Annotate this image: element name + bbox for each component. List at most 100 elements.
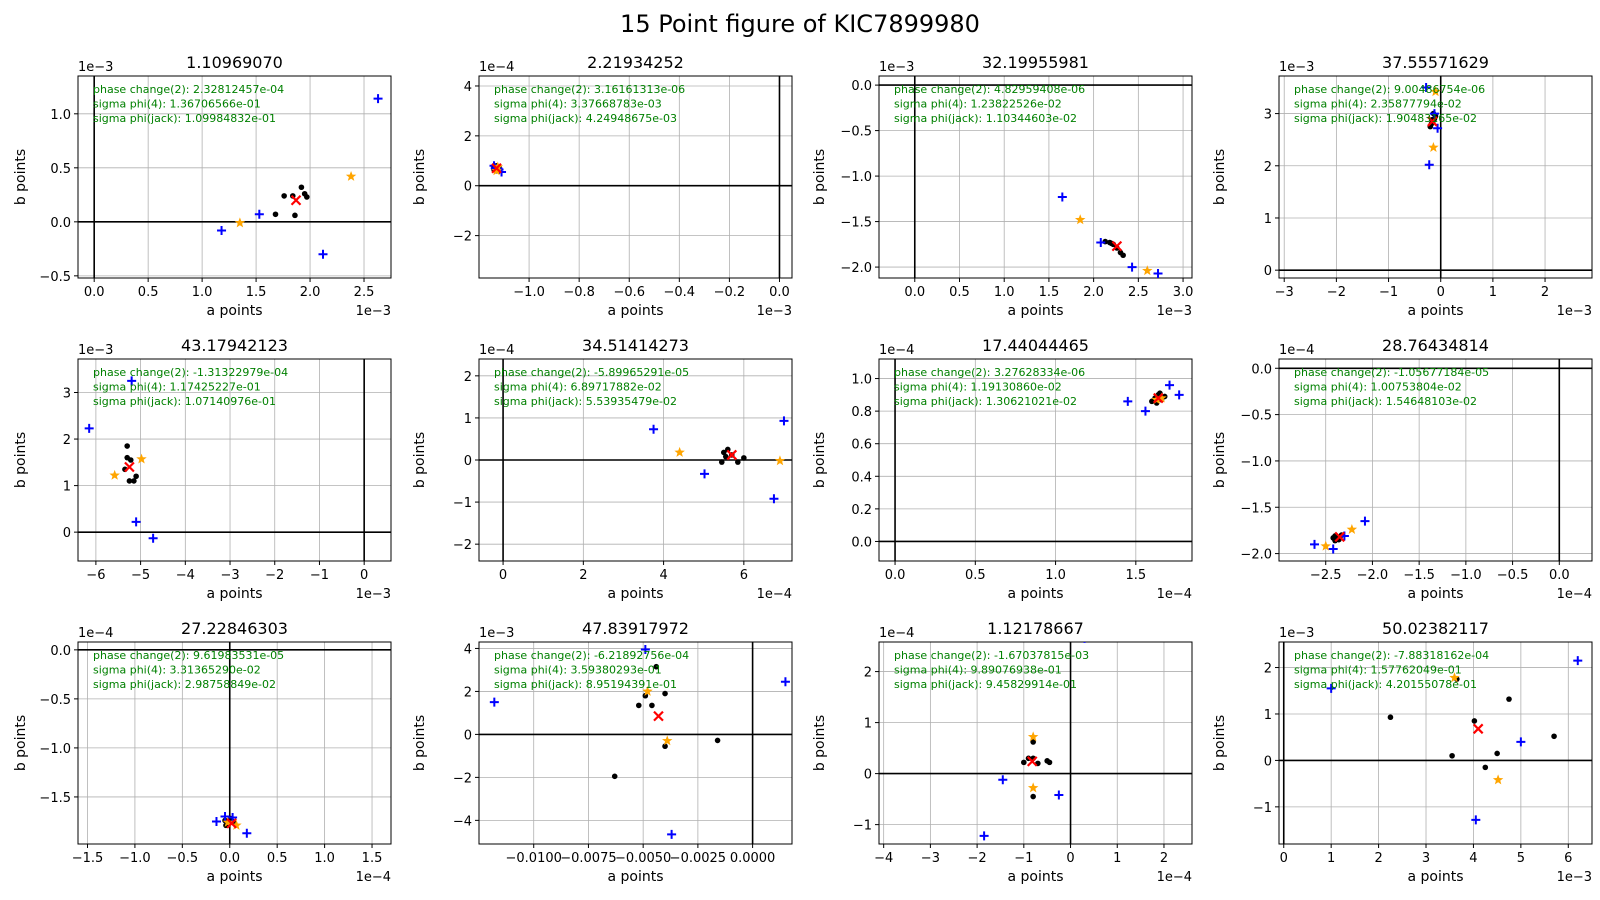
x-axis-label: a points xyxy=(206,586,262,602)
annotation-line-3: sigma phi(jack): 1.07140976e-01 xyxy=(93,395,276,408)
x-tick-label: 0.0000 xyxy=(730,851,776,866)
x-exponent: 1e−4 xyxy=(757,587,792,602)
x-tick-label: 1.0 xyxy=(1045,568,1066,583)
data-point-plus xyxy=(318,249,328,259)
data-point-plus xyxy=(1573,656,1583,666)
annotation-line-3: sigma phi(jack): 1.30621021e-02 xyxy=(894,395,1077,408)
x-tick-label: 2.5 xyxy=(1128,285,1149,300)
x-axis-label: a points xyxy=(607,303,663,319)
y-axis-label: b points xyxy=(1212,715,1228,771)
data-point-star xyxy=(231,819,242,830)
data-point-dot xyxy=(1030,793,1036,800)
x-exponent: 1e−3 xyxy=(757,304,792,319)
annotation-line-2: sigma phi(4): 1.57762049e-01 xyxy=(1294,664,1462,677)
data-point-plus xyxy=(640,645,650,655)
mean-point-cross xyxy=(1427,116,1438,127)
y-axis-label: b points xyxy=(1212,149,1228,205)
x-tick-label: −1.0 xyxy=(119,851,151,866)
x-tick-label: −3 xyxy=(1275,285,1294,300)
x-tick-label: −0.0025 xyxy=(670,851,726,866)
data-point-plus xyxy=(979,831,989,841)
annotation-line-1: phase change(2): 9.61983531e-05 xyxy=(93,649,284,662)
x-exponent: 1e−3 xyxy=(1557,304,1592,319)
y-tick-label: −1.5 xyxy=(39,791,71,806)
y-tick-label: 1 xyxy=(1264,708,1272,723)
data-point-plus xyxy=(148,533,158,543)
y-exponent: 1e−4 xyxy=(1279,343,1314,358)
y-tick-label: −1.5 xyxy=(1240,501,1272,516)
data-point-plus xyxy=(220,812,230,822)
data-point-dot xyxy=(718,459,725,465)
annotation-line-3: sigma phi(jack): 1.90483165e-02 xyxy=(1294,112,1477,125)
data-point-plus xyxy=(1127,262,1137,272)
data-point-plus xyxy=(1054,790,1064,800)
x-tick-label: 1 xyxy=(1113,851,1121,866)
y-tick-label: 2 xyxy=(1264,662,1272,677)
y-axis-label: b points xyxy=(812,432,828,488)
x-tick-label: 1.5 xyxy=(246,285,267,300)
subplot-title: 50.02382117 xyxy=(1382,619,1489,638)
x-axis-label: a points xyxy=(206,869,262,885)
data-point-dot xyxy=(1387,714,1394,721)
y-tick-label: −0.5 xyxy=(840,125,872,140)
axes-frame xyxy=(77,358,392,562)
x-tick-label: 0.0 xyxy=(885,568,906,583)
x-tick-label: −3 xyxy=(220,568,239,583)
data-point-plus xyxy=(1310,539,1319,549)
x-axis-label: a points xyxy=(1007,303,1063,319)
y-tick-label: −1 xyxy=(853,819,872,834)
data-point-plus xyxy=(211,816,221,826)
y-axis-label: b points xyxy=(412,432,428,488)
y-tick-label: 0 xyxy=(464,728,472,743)
data-point-star xyxy=(642,685,653,696)
data-point-star xyxy=(1428,142,1439,152)
subplot-title: 32.19955981 xyxy=(982,53,1089,72)
y-tick-label: −2 xyxy=(453,230,472,245)
mean-point-cross xyxy=(653,710,664,722)
data-point-dot xyxy=(741,455,747,461)
x-axis-label: a points xyxy=(1007,869,1063,885)
x-tick-label: 0.0 xyxy=(1549,568,1570,583)
x-axis-label: a points xyxy=(607,869,663,885)
data-point-plus xyxy=(217,225,227,235)
annotation-line-1: phase change(2): 4.82959408e-06 xyxy=(894,83,1085,96)
y-tick-label: −2.0 xyxy=(1240,548,1272,563)
x-axis-label: a points xyxy=(607,586,663,602)
subplot-1: 0.0 0.5 1.0 1.5 2.0 2.5 −0.5 0.0 0.5 1.0 1e−3 1e−3 1… xyxy=(13,53,392,319)
y-tick-label: −1 xyxy=(1253,801,1272,816)
data-point-star xyxy=(1492,774,1504,785)
x-tick-label: 0.0 xyxy=(769,285,790,300)
data-point-plus xyxy=(1096,238,1106,248)
data-point-plus xyxy=(998,775,1008,785)
subplot-title: 2.21934252 xyxy=(587,53,684,72)
y-exponent: 1e−4 xyxy=(879,626,914,641)
subplot-2: −1.0 −0.8 −0.6 −0.4 −0.2 0.0 −2 0 2 4 1e−4 1e−3 2.21… xyxy=(412,53,793,319)
y-axis-label: b points xyxy=(13,715,29,771)
subplot-title: 28.76434814 xyxy=(1382,336,1489,355)
annotation-line-1: phase change(2): 3.16161313e-06 xyxy=(494,83,685,96)
x-tick-label: 4 xyxy=(1469,851,1477,866)
subplot-title: 27.22846303 xyxy=(181,619,288,638)
y-tick-label: 0 xyxy=(1264,754,1272,769)
data-point-plus xyxy=(1326,683,1336,693)
y-tick-label: 1 xyxy=(864,717,872,732)
x-exponent: 1e−4 xyxy=(356,870,391,885)
data-point-plus xyxy=(1153,268,1163,278)
y-tick-label: 1 xyxy=(63,480,71,495)
annotation-line-1: phase change(2): -1.05677184e-05 xyxy=(1294,366,1489,379)
x-tick-label: 1.0 xyxy=(994,285,1015,300)
data-point-plus xyxy=(1165,380,1175,390)
data-point-plus xyxy=(1429,109,1439,119)
y-tick-label: 0 xyxy=(464,454,472,469)
data-point-plus xyxy=(1516,737,1526,747)
plot-area xyxy=(1123,380,1184,416)
mean-point-cross xyxy=(1334,531,1346,543)
data-point-plus xyxy=(779,416,789,426)
data-point-dot xyxy=(1506,696,1512,702)
data-point-dot xyxy=(1021,759,1027,766)
axes-frame xyxy=(878,75,1193,279)
annotation-line-1: phase change(2): -7.88318162e-04 xyxy=(1294,649,1489,662)
data-point-star xyxy=(1430,86,1441,97)
data-point-star xyxy=(1156,392,1167,403)
y-tick-label: 0.0 xyxy=(50,216,71,231)
